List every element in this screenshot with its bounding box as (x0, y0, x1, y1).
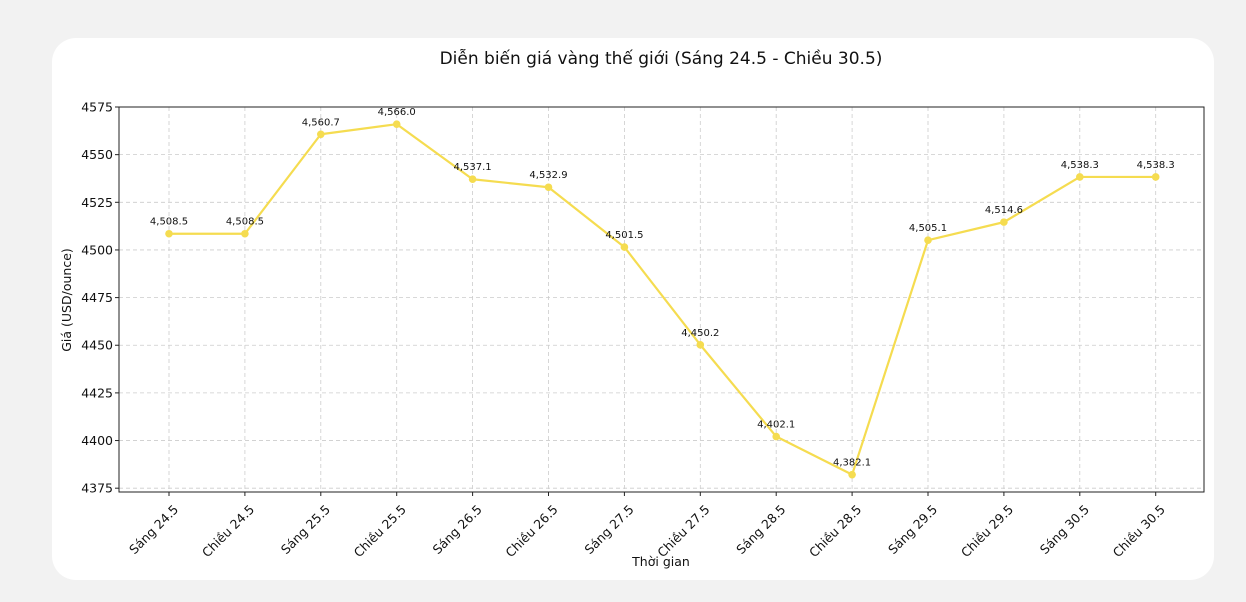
y-tick-label: 4475 (81, 290, 113, 305)
data-label: 4,450.2 (681, 328, 719, 339)
chart-title: Diễn biến giá vàng thế giới (Sáng 24.5 -… (440, 48, 883, 69)
x-tick-label: Chiều 29.5 (958, 502, 1016, 560)
data-point (1000, 218, 1008, 226)
data-point (772, 432, 780, 441)
x-axis-ticks: Sáng 24.5 Chiều 24.5 Sáng 25.5 Chiều 25.5 Sá… (126, 492, 1168, 560)
data-point (241, 229, 249, 238)
data-label: 4,382.1 (833, 458, 871, 469)
data-label: 4,505.1 (909, 223, 947, 234)
y-tick-label: 4525 (81, 195, 113, 210)
data-point (468, 175, 477, 184)
y-axis-label: Giá (USD/ounce) (59, 248, 74, 352)
data-label: 4,566.0 (378, 107, 416, 118)
data-label: 4,538.3 (1137, 160, 1175, 171)
y-axis-ticks: 4375 4400 4425 4450 4475 4500 4525 4550 4575 (81, 100, 119, 496)
data-label: 4,537.1 (454, 162, 492, 173)
y-tick-label: 4500 (81, 242, 113, 257)
data-point (392, 120, 401, 128)
data-label: 4,508.5 (150, 217, 188, 228)
plot-area (118, 106, 1205, 493)
data-point (696, 341, 705, 349)
x-tick-label: Sáng 28.5 (733, 502, 788, 557)
data-label: 4,532.9 (529, 170, 567, 181)
data-label: 4,538.3 (1061, 160, 1099, 171)
y-tick-label: 4575 (81, 100, 113, 115)
y-tick-label: 4450 (81, 338, 113, 353)
x-axis-label: Thời gian (631, 554, 690, 569)
grid (119, 106, 1204, 492)
x-tick-label: Chiều 25.5 (351, 502, 409, 560)
data-point (620, 243, 629, 251)
data-label: 4,508.5 (226, 217, 264, 228)
data-labels: 4,508.5 4,508.5 4,560.7 4,566.0 4,537.1 4,532… (150, 107, 1175, 469)
y-tick-label: 4550 (81, 147, 113, 162)
data-point (544, 183, 553, 192)
data-label: 4,501.5 (605, 230, 643, 241)
chart-card (52, 38, 1214, 580)
y-tick-label: 4425 (81, 385, 113, 400)
data-point (1076, 173, 1084, 181)
x-tick-label: Sáng 27.5 (581, 502, 636, 557)
x-tick-label: Sáng 29.5 (885, 502, 940, 557)
data-label: 4,402.1 (757, 420, 795, 431)
x-tick-label: Sáng 30.5 (1037, 502, 1092, 557)
x-tick-label: Chiều 24.5 (199, 502, 257, 560)
x-tick-label: Sáng 24.5 (126, 502, 181, 557)
data-label: 4,514.6 (985, 205, 1023, 216)
data-point (165, 229, 173, 238)
data-point (317, 130, 325, 139)
data-point (848, 470, 856, 479)
x-tick-label: Chiều 28.5 (806, 502, 864, 560)
data-point (924, 236, 932, 245)
x-tick-label: Chiều 26.5 (502, 502, 560, 560)
series-line (169, 123, 1156, 476)
x-tick-label: Sáng 26.5 (430, 502, 485, 557)
y-tick-label: 4400 (81, 433, 113, 448)
x-tick-label: Chiều 30.5 (1110, 502, 1168, 560)
data-points (165, 120, 1160, 479)
data-label: 4,560.7 (302, 117, 340, 128)
x-tick-label: Chiều 27.5 (654, 502, 712, 560)
y-tick-label: 4375 (81, 481, 113, 496)
x-tick-label: Sáng 25.5 (278, 502, 333, 557)
data-point (1151, 173, 1160, 181)
